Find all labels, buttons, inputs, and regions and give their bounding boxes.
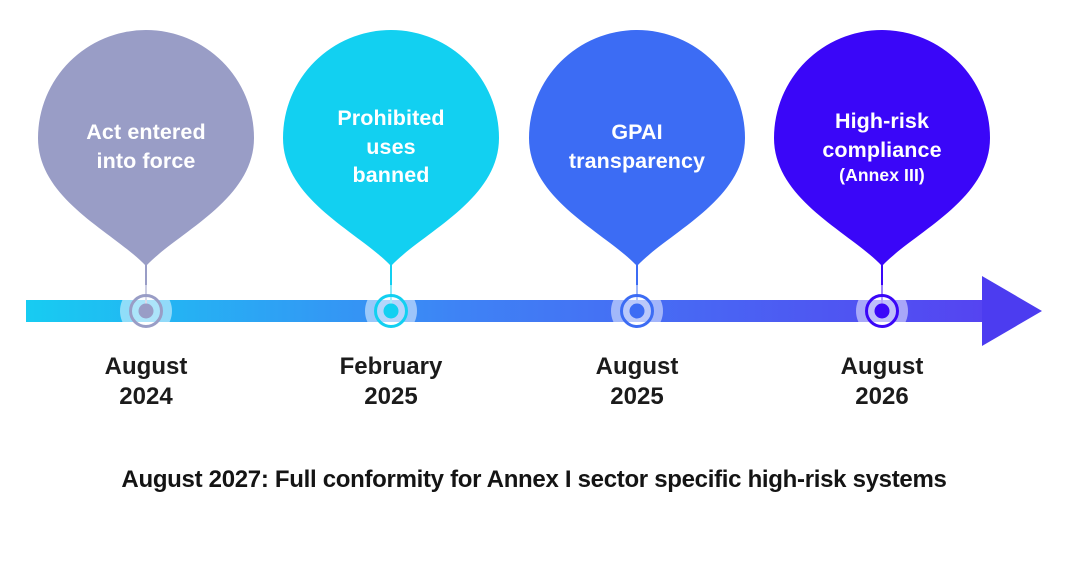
balloon-label-line: transparency bbox=[568, 149, 706, 173]
balloon-label-line: compliance bbox=[822, 138, 942, 163]
milestone-pin-4 bbox=[774, 30, 990, 328]
marker-dot bbox=[629, 303, 645, 319]
balloon-label-line: banned bbox=[352, 163, 430, 188]
marker-dot bbox=[383, 303, 399, 319]
date-month: February bbox=[339, 353, 443, 380]
balloon-sublabel: (Annex III) bbox=[839, 164, 925, 185]
milestone-pin-1 bbox=[38, 30, 254, 328]
date-month: August bbox=[595, 353, 679, 380]
balloon-label-line: Prohibited bbox=[337, 106, 445, 131]
balloon-label-line: GPAI bbox=[611, 120, 663, 145]
date-year: 2025 bbox=[364, 383, 418, 411]
date-month: August bbox=[104, 353, 188, 380]
balloon-label-line: Act entered bbox=[86, 120, 206, 145]
date-month: August bbox=[840, 353, 924, 380]
date-label: August 2024 bbox=[36, 352, 256, 413]
date-year: 2026 bbox=[855, 383, 909, 411]
balloon-label-line: into force bbox=[96, 149, 196, 173]
timeline-bar bbox=[26, 276, 1042, 346]
balloon-shape bbox=[774, 30, 990, 266]
timeline-bar-track bbox=[26, 300, 984, 322]
milestone-pin-2 bbox=[283, 30, 499, 328]
arrow-right-icon bbox=[982, 276, 1042, 346]
balloon-label: GPAI transparency bbox=[540, 62, 734, 232]
balloon-label-line: High-risk bbox=[834, 109, 930, 134]
date-label: August 2026 bbox=[772, 352, 992, 413]
balloon-label-line: uses bbox=[366, 134, 416, 159]
marker-dot bbox=[874, 303, 890, 319]
marker-dot bbox=[138, 303, 154, 319]
date-label: August 2025 bbox=[527, 352, 747, 413]
date-label: February 2025 bbox=[281, 352, 501, 413]
balloon-shape bbox=[38, 30, 254, 266]
balloon-shape bbox=[283, 30, 499, 266]
date-year: 2025 bbox=[610, 383, 664, 411]
balloon-label: High-risk compliance (Annex III) bbox=[785, 62, 979, 232]
footnote: August 2027: Full conformity for Annex I… bbox=[121, 466, 947, 493]
balloon-label: Prohibited uses banned bbox=[294, 62, 488, 232]
date-year: 2024 bbox=[119, 383, 173, 411]
balloon-shape bbox=[529, 30, 745, 266]
balloon-label: Act entered into force bbox=[49, 62, 243, 232]
milestone-pin-3 bbox=[529, 30, 745, 328]
